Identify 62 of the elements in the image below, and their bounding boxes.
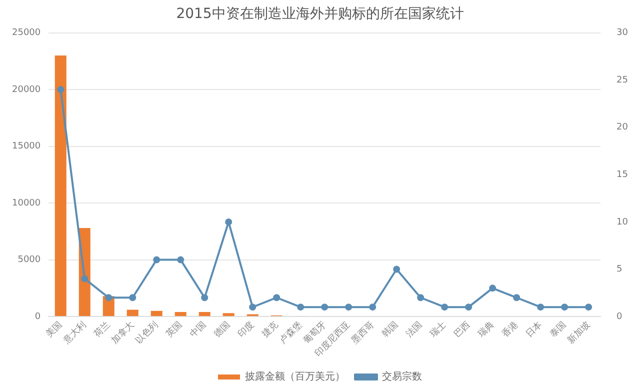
x-tick-label: 荷兰 — [92, 319, 112, 340]
point — [249, 304, 256, 311]
legend-label: 交易宗数 — [382, 370, 422, 383]
x-tick-label: 英国 — [164, 319, 184, 340]
x-tick-label: 瑞士 — [428, 319, 448, 340]
point — [585, 304, 592, 311]
point — [129, 294, 136, 302]
point — [441, 304, 448, 311]
point — [153, 256, 160, 264]
point — [273, 294, 280, 302]
x-tick-label: 瑞典 — [476, 319, 496, 340]
point — [105, 294, 112, 302]
x-tick-label: 墨西哥 — [349, 319, 376, 346]
point — [177, 256, 184, 264]
point — [513, 294, 520, 302]
y2-tick-label: 20 — [616, 122, 628, 133]
y2-tick-label: 5 — [616, 264, 622, 275]
y2-tick-label: 30 — [616, 28, 628, 38]
bar — [150, 310, 162, 316]
point — [561, 304, 568, 311]
x-tick-label: 卢森堡 — [278, 319, 304, 346]
point — [465, 304, 472, 311]
point — [201, 294, 208, 302]
y2-tick-label: 25 — [616, 75, 628, 86]
y-tick-label: 15000 — [12, 142, 41, 152]
point — [537, 304, 544, 311]
point — [297, 304, 304, 311]
x-tick-label: 韩国 — [380, 319, 400, 340]
x-tick-label: 德国 — [212, 319, 232, 340]
x-tick-label: 以色列 — [134, 319, 160, 346]
x-tick-label: 中国 — [188, 319, 208, 340]
point — [345, 304, 352, 311]
bar — [54, 56, 66, 316]
y-tick-label: 25000 — [12, 28, 41, 38]
x-tick-label: 法国 — [404, 319, 424, 340]
legend-label: 披露金额（百万美元） — [245, 370, 345, 383]
y-tick-label: 0 — [34, 312, 41, 322]
point — [489, 284, 496, 292]
point — [321, 304, 328, 311]
point — [393, 266, 400, 273]
x-tick-label: 印度 — [236, 319, 256, 340]
y2-tick-label: 10 — [616, 217, 628, 228]
point — [417, 294, 424, 302]
point — [225, 218, 232, 226]
y-tick-label: 20000 — [12, 84, 41, 95]
x-tick-label: 香港 — [500, 319, 520, 340]
x-tick-label: 日本 — [524, 319, 544, 340]
x-tick-label: 巴西 — [452, 320, 472, 340]
point — [57, 86, 64, 94]
y2-tick-label: 0 — [616, 312, 623, 322]
y2-tick-label: 15 — [616, 170, 628, 180]
chart-title: 2015中资在制造业海外并购标的所在国家统计 — [176, 6, 464, 22]
x-tick-label: 加拿大 — [110, 319, 136, 346]
bar — [126, 310, 138, 316]
point — [369, 304, 376, 311]
bar — [198, 312, 210, 316]
bar — [222, 313, 234, 316]
point — [81, 275, 88, 282]
y-tick-label: 10000 — [12, 198, 41, 208]
y-tick-label: 5000 — [18, 255, 41, 266]
x-tick-label: 捷克 — [260, 319, 280, 340]
bar — [174, 312, 186, 316]
